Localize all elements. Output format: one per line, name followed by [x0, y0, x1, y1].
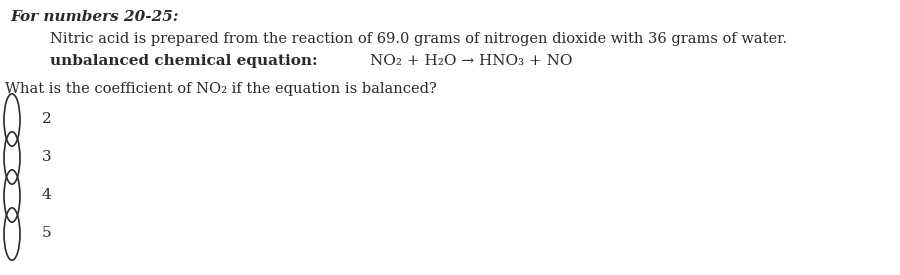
Text: 2: 2 — [42, 112, 52, 126]
Text: 5: 5 — [42, 226, 51, 240]
Text: Nitric acid is prepared from the reaction of 69.0 grams of nitrogen dioxide with: Nitric acid is prepared from the reactio… — [50, 32, 787, 46]
Text: What is the coefficient of NO₂ if the equation is balanced?: What is the coefficient of NO₂ if the eq… — [5, 82, 436, 96]
Text: 3: 3 — [42, 150, 51, 164]
Text: For numbers 20-25:: For numbers 20-25: — [10, 10, 178, 24]
Text: NO₂ + H₂O → HNO₃ + NO: NO₂ + H₂O → HNO₃ + NO — [370, 54, 572, 68]
Text: unbalanced chemical equation:: unbalanced chemical equation: — [50, 54, 318, 68]
Text: 4: 4 — [42, 188, 52, 202]
